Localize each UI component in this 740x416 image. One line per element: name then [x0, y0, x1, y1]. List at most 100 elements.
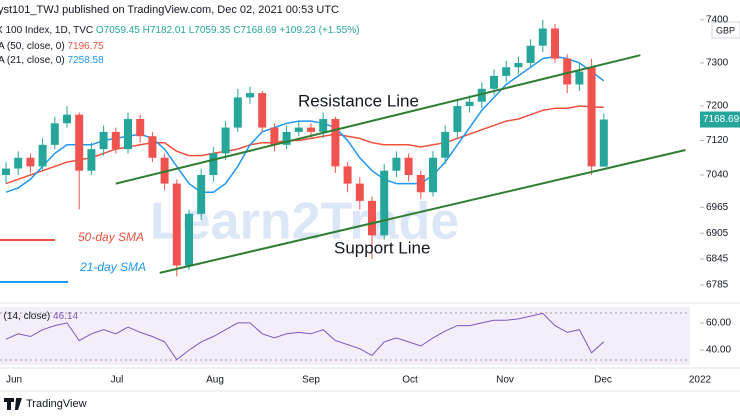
- candle-body: [331, 118, 340, 167]
- y-tick-label: 7200: [706, 101, 729, 112]
- candle-body: [282, 131, 291, 145]
- candle-body: [416, 175, 425, 193]
- rsi-legend: I (14, close) 46.14: [0, 311, 78, 322]
- ohlc: O7059.45: [96, 25, 140, 36]
- ohlc: H7182.01: [143, 25, 187, 36]
- candle-body: [392, 157, 401, 171]
- candle-body: [233, 97, 242, 128]
- candle-body: [111, 131, 120, 150]
- sma-name: A (21, close, 0): [0, 55, 65, 66]
- candle-body: [26, 157, 35, 167]
- candle-body: [355, 183, 364, 201]
- candle-body: [575, 71, 584, 85]
- x-tick-label: Aug: [206, 375, 224, 386]
- candle-body: [319, 118, 328, 132]
- candle-body: [429, 157, 437, 193]
- y-tick-label: 7040: [706, 170, 729, 181]
- last-price-label: 7168.69: [703, 114, 740, 125]
- trendline: [115, 54, 641, 185]
- candle-body: [563, 58, 572, 85]
- candle-body: [258, 93, 267, 128]
- candle-body: [441, 131, 450, 158]
- candle-body: [63, 114, 71, 124]
- legend-background: [0, 0, 300, 68]
- candle-body: [307, 127, 315, 132]
- candle-body: [185, 213, 193, 266]
- brand: TradingView: [26, 398, 87, 410]
- candle-body: [477, 88, 486, 102]
- candle-body: [148, 136, 157, 158]
- rsi-line: [5, 312, 605, 361]
- candle-body: [38, 144, 47, 167]
- candle-body: [87, 149, 96, 171]
- change: +109.23 (+1.55%): [279, 25, 359, 36]
- candle-body: [172, 183, 181, 266]
- candle-body: [221, 127, 230, 154]
- y-tick-label: 7300: [706, 58, 729, 69]
- rsi-value: 46.14: [53, 311, 78, 322]
- sma-legend: A (21, close, 0) 7258.58: [0, 55, 104, 66]
- sma-legend: A (50, close, 0) 7196.75: [0, 41, 104, 52]
- y-tick-label: 6845: [706, 254, 729, 265]
- sma-name: A (50, close, 0): [0, 41, 65, 52]
- rsi-background: [0, 307, 690, 365]
- trendline-label: Support Line: [334, 238, 430, 257]
- sma-note: 50-day SMA: [78, 230, 144, 244]
- candle-body: [490, 75, 498, 89]
- candle-body: [526, 45, 535, 63]
- candle-body: [136, 118, 145, 137]
- symbol-legend: X 100 Index, 1D, TVC O7059.45 H7182.01 L…: [0, 25, 359, 36]
- candle-body: [294, 127, 303, 132]
- candle-body: [124, 118, 132, 150]
- candle-body: [343, 166, 352, 184]
- candle-body: [404, 157, 413, 175]
- x-tick-label: Sep: [302, 375, 320, 386]
- candle-body: [75, 114, 84, 171]
- x-tick-label: Oct: [402, 375, 418, 386]
- y-tick-label: 7120: [706, 135, 729, 146]
- trendline: [159, 149, 686, 274]
- candle-body: [14, 157, 23, 169]
- x-tick-label: Jul: [111, 375, 124, 386]
- y-tick-label: 6965: [706, 202, 729, 213]
- rsi-tick-label: 40.00: [706, 345, 731, 356]
- candle-body: [465, 101, 474, 107]
- last-price-box: [700, 111, 740, 128]
- y-tick-label: 7400: [706, 14, 729, 25]
- symbol: X 100 Index, 1D, TVC: [0, 25, 93, 36]
- rsi-tick-label: 60.00: [706, 318, 731, 329]
- x-tick-label: Nov: [496, 375, 514, 386]
- candle-body: [514, 62, 523, 68]
- y-tick-label: 6905: [706, 228, 729, 239]
- ohlc: C7168.69: [233, 25, 277, 36]
- candle-body: [538, 28, 547, 46]
- candle-body: [2, 168, 10, 175]
- x-tick-label: Jun: [6, 375, 22, 386]
- brand-logo: [4, 398, 22, 410]
- currency: GBP: [716, 25, 735, 35]
- candle-body: [502, 67, 511, 76]
- sma-note: 21-day SMA: [79, 260, 146, 274]
- candle-body: [380, 170, 389, 236]
- x-tick-label: 2022: [689, 375, 712, 386]
- y-tick-label: 6785: [706, 280, 729, 291]
- candle-body: [209, 153, 218, 175]
- candle-body: [551, 28, 559, 59]
- candle-body: [453, 106, 462, 132]
- candle-body: [50, 123, 59, 145]
- candle-body: [99, 131, 108, 150]
- sma-line: [5, 105, 604, 185]
- rsi-name: I (14, close): [0, 311, 50, 322]
- trendline-label: Resistance Line: [298, 91, 419, 110]
- ohlc: L7059.35: [189, 25, 231, 36]
- sma-value: 7196.75: [67, 41, 104, 52]
- publisher: yst101_TWJ published on TradingView.com,…: [0, 4, 339, 16]
- candle-body: [368, 200, 376, 236]
- candle-body: [587, 67, 596, 167]
- candle-body: [197, 175, 206, 214]
- candle-body: [270, 127, 279, 145]
- candle-body: [246, 93, 254, 98]
- candle-body: [599, 119, 608, 167]
- currency-box: [711, 21, 740, 39]
